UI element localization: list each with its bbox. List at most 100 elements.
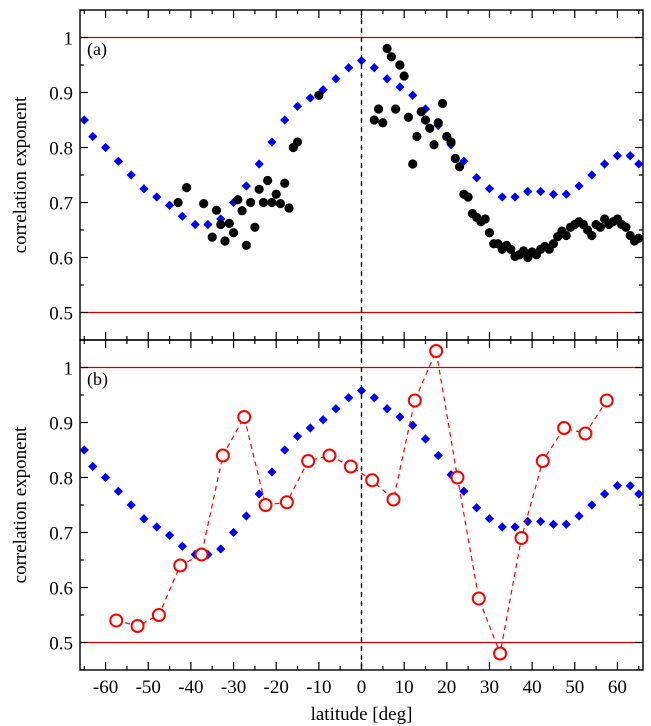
model-point	[100, 472, 111, 483]
panel-label-a: (a)	[87, 39, 107, 60]
model-point	[459, 486, 469, 496]
model-point	[79, 115, 89, 125]
model-point	[369, 63, 379, 73]
y-ticks-a: 0.5 0.6 0.7 0.8 0.9 1	[49, 9, 643, 341]
observed-point	[578, 426, 593, 441]
model-point	[472, 503, 482, 513]
observed-point	[207, 232, 217, 242]
model-point	[344, 63, 354, 73]
observed-point	[280, 178, 290, 188]
observed-point	[241, 240, 251, 250]
model-point	[152, 192, 162, 202]
model-point	[382, 74, 392, 84]
model-point	[523, 186, 533, 197]
observed-point	[267, 197, 277, 208]
model-point	[420, 104, 431, 114]
observed-point	[595, 222, 605, 232]
x-axis-label: latitude [deg]	[311, 704, 413, 725]
model-point	[510, 192, 520, 202]
observed-point	[463, 192, 473, 202]
model-point	[228, 527, 239, 538]
model-series-a	[79, 56, 644, 230]
model-point	[612, 481, 623, 491]
observed-point	[263, 175, 273, 186]
model-point	[634, 159, 644, 169]
observed-point	[420, 115, 431, 125]
model-point	[497, 522, 507, 532]
model-point	[318, 415, 328, 425]
observed-point	[450, 153, 460, 164]
model-point	[408, 90, 418, 100]
observed-point	[399, 71, 409, 81]
observed-point	[258, 498, 273, 512]
observed-point	[369, 115, 379, 125]
observed-point	[386, 492, 401, 507]
model-point	[139, 184, 149, 194]
observed-point	[378, 118, 388, 128]
y-tick-label: 1	[64, 359, 74, 380]
observed-point	[271, 189, 281, 199]
observed-point	[621, 222, 631, 232]
x-tick-label: -60	[93, 677, 118, 698]
model-point	[267, 467, 277, 477]
observed-point	[599, 393, 614, 408]
observed-point	[561, 230, 571, 241]
x-tick-label: -30	[221, 677, 246, 698]
observed-point	[506, 244, 516, 254]
y-tick-label: 0.6	[49, 249, 73, 270]
model-point	[625, 481, 635, 491]
model-point	[331, 404, 341, 414]
observed-point	[182, 183, 192, 193]
model-point	[382, 404, 392, 414]
x-tick-label: -50	[136, 677, 161, 698]
x-tick-label: 30	[480, 677, 499, 698]
model-point	[126, 170, 136, 180]
model-point	[139, 514, 149, 524]
observed-point	[446, 137, 456, 147]
observed-point	[429, 140, 439, 150]
model-point	[88, 461, 98, 472]
model-point	[216, 544, 226, 554]
y-tick-label: 0.5	[49, 304, 73, 325]
observed-point	[450, 470, 465, 485]
observed-point	[587, 230, 597, 241]
observed-point	[246, 197, 256, 208]
observed-point	[254, 184, 264, 194]
observed-point	[403, 112, 414, 122]
model-point	[292, 101, 303, 111]
model-point	[612, 151, 623, 161]
model-point	[472, 173, 482, 183]
y-tick-label: 0.9	[49, 84, 73, 105]
observed-point	[365, 473, 380, 488]
model-point	[344, 393, 354, 403]
observed-point	[109, 613, 124, 628]
model-point	[331, 74, 341, 84]
y-axis-label-b: correlation exponent	[10, 426, 31, 583]
observed-point	[250, 222, 260, 232]
x-tick-label: 20	[437, 677, 456, 698]
observed-point	[437, 98, 448, 109]
observed-point	[173, 197, 183, 208]
observed-point	[199, 199, 209, 209]
model-point	[190, 219, 200, 230]
model-point	[600, 159, 610, 169]
observed-point	[292, 137, 303, 147]
observed-point	[634, 233, 644, 243]
model-point	[254, 159, 264, 169]
model-point	[523, 516, 533, 527]
model-point	[574, 511, 584, 521]
model-point	[536, 186, 546, 197]
model-point	[267, 137, 277, 147]
model-point	[459, 156, 469, 166]
observed-point	[322, 448, 337, 463]
observed-point	[237, 206, 247, 216]
model-point	[600, 489, 610, 499]
observed-point	[373, 104, 384, 114]
observed-point	[215, 448, 230, 463]
observed-point	[228, 228, 239, 238]
observed-point	[408, 159, 418, 169]
model-point	[254, 489, 264, 499]
model-point	[292, 431, 303, 441]
observed-point	[151, 608, 166, 622]
observed-series-b	[109, 344, 614, 661]
